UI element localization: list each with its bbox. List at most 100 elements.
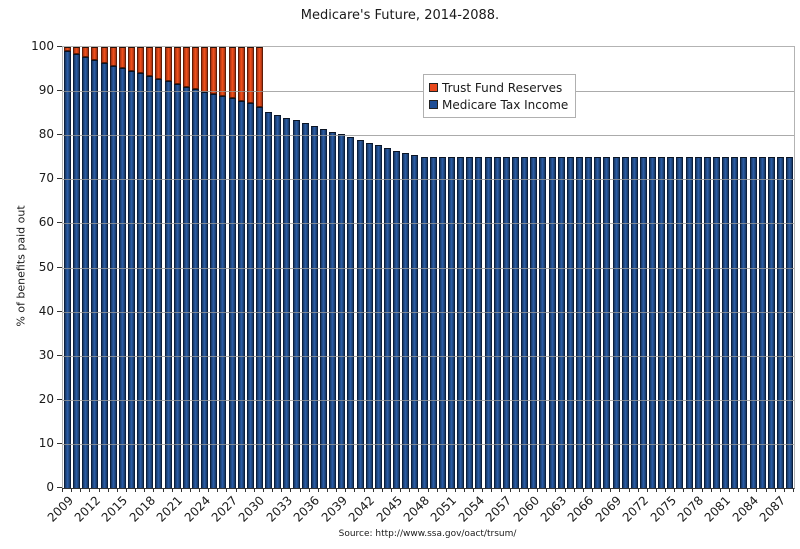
tax-income-segment	[210, 94, 218, 488]
trust-fund-segment	[137, 47, 145, 73]
tax-income-segment	[155, 79, 163, 488]
tax-income-segment	[73, 54, 81, 488]
y-tick-label: 80	[38, 127, 54, 141]
tax-income-segment	[91, 60, 99, 488]
tax-income-segment	[374, 145, 382, 488]
x-tick	[583, 488, 584, 492]
x-tick	[510, 488, 511, 492]
x-tick	[610, 488, 611, 492]
bar-2010	[72, 47, 81, 488]
x-tick	[354, 488, 355, 492]
trust-fund-segment	[128, 47, 136, 71]
bar-2021	[173, 47, 182, 488]
x-tick	[565, 488, 566, 492]
x-tick	[738, 488, 739, 492]
tax-income-segment	[292, 120, 300, 488]
x-tick	[172, 488, 173, 492]
tax-income-segment	[639, 157, 647, 488]
bar-2011	[81, 47, 90, 488]
bar-2023	[191, 47, 200, 488]
tax-income-segment	[256, 107, 264, 488]
tax-income-segment	[649, 157, 657, 488]
bar-2025	[209, 47, 218, 488]
plot-area	[62, 46, 795, 489]
tax-income-segment	[173, 84, 181, 488]
tax-income-segment	[466, 157, 474, 488]
y-tick	[57, 178, 62, 179]
bar-2013	[100, 47, 109, 488]
x-tick	[692, 488, 693, 492]
trust-fund-segment	[73, 47, 81, 54]
x-tick	[199, 488, 200, 492]
x-tick	[400, 488, 401, 492]
tax-income-segment	[511, 157, 519, 488]
tax-income-segment	[118, 68, 126, 488]
legend-label: Trust Fund Reserves	[442, 80, 563, 95]
bar-2084	[749, 47, 758, 488]
tax-income-segment	[182, 87, 190, 488]
tax-income-segment	[402, 153, 410, 488]
tax-income-segment	[164, 81, 172, 488]
trust-fund-segment	[256, 47, 264, 107]
tax-income-segment	[283, 118, 291, 488]
y-tick-label: 40	[38, 304, 54, 318]
tax-income-segment	[228, 98, 236, 488]
bar-2009	[63, 47, 72, 488]
chart-title: Medicare's Future, 2014-2088.	[300, 8, 500, 23]
bar-2083	[739, 47, 748, 488]
x-tick	[629, 488, 630, 492]
x-tick	[638, 488, 639, 492]
bar-2022	[182, 47, 191, 488]
bar-2026	[218, 47, 227, 488]
trust-fund-segment	[82, 47, 90, 57]
trust-fund-segment	[201, 47, 209, 92]
y-tick-label: 100	[31, 39, 54, 53]
tax-income-segment	[566, 157, 574, 488]
tax-income-segment	[82, 57, 90, 488]
tax-income-segment	[493, 157, 501, 488]
tax-income-segment	[703, 157, 711, 488]
trust-fund-segment	[237, 47, 245, 101]
gridline-10	[63, 444, 794, 445]
x-tick	[391, 488, 392, 492]
tax-income-segment	[658, 157, 666, 488]
x-tick	[300, 488, 301, 492]
bar-2081	[721, 47, 730, 488]
bar-2053	[465, 47, 474, 488]
tax-income-segment	[530, 157, 538, 488]
x-tick	[254, 488, 255, 492]
trust-fund-segment	[109, 47, 117, 66]
tax-income-segment	[575, 157, 583, 488]
bar-2049	[429, 47, 438, 488]
bar-2048	[419, 47, 428, 488]
bar-2071	[630, 47, 639, 488]
tax-income-segment	[100, 63, 108, 488]
tax-income-segment	[758, 157, 766, 488]
gridline-40	[63, 312, 794, 313]
x-tick	[236, 488, 237, 492]
y-tick	[57, 90, 62, 91]
x-tick	[99, 488, 100, 492]
tax-income-segment	[329, 132, 337, 488]
tax-income-segment	[740, 157, 748, 488]
bar-2029	[246, 47, 255, 488]
bar-2080	[712, 47, 721, 488]
bar-2072	[639, 47, 648, 488]
y-tick-label: 30	[38, 348, 54, 362]
tax-income-segment	[201, 92, 209, 488]
tax-income-segment	[219, 96, 227, 488]
bar-2036	[310, 47, 319, 488]
bar-2034	[292, 47, 301, 488]
bar-2069	[611, 47, 620, 488]
legend-entry: Trust Fund Reserves	[429, 79, 568, 96]
bar-2082	[730, 47, 739, 488]
x-tick	[464, 488, 465, 492]
bar-2037	[319, 47, 328, 488]
x-tick	[217, 488, 218, 492]
tax-income-segment	[265, 112, 273, 488]
x-tick	[428, 488, 429, 492]
bar-2068	[602, 47, 611, 488]
x-tick	[181, 488, 182, 492]
x-tick	[747, 488, 748, 492]
x-tick	[555, 488, 556, 492]
